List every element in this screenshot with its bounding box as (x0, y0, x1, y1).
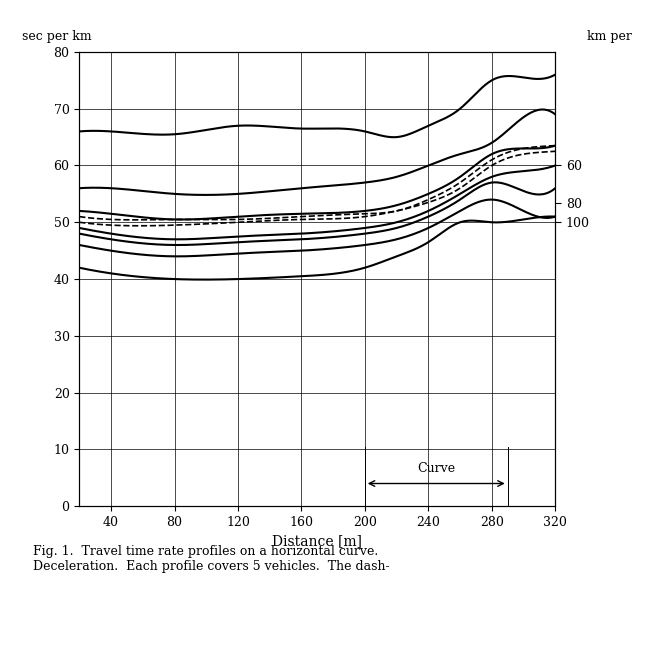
Text: km per: km per (586, 30, 631, 43)
Text: Curve: Curve (417, 462, 455, 475)
Text: sec per km: sec per km (22, 30, 92, 43)
Text: Fig. 1.  Travel time rate profiles on a horizontal curve.
Deceleration.  Each pr: Fig. 1. Travel time rate profiles on a h… (33, 545, 390, 573)
X-axis label: Distance [m]: Distance [m] (272, 535, 362, 548)
